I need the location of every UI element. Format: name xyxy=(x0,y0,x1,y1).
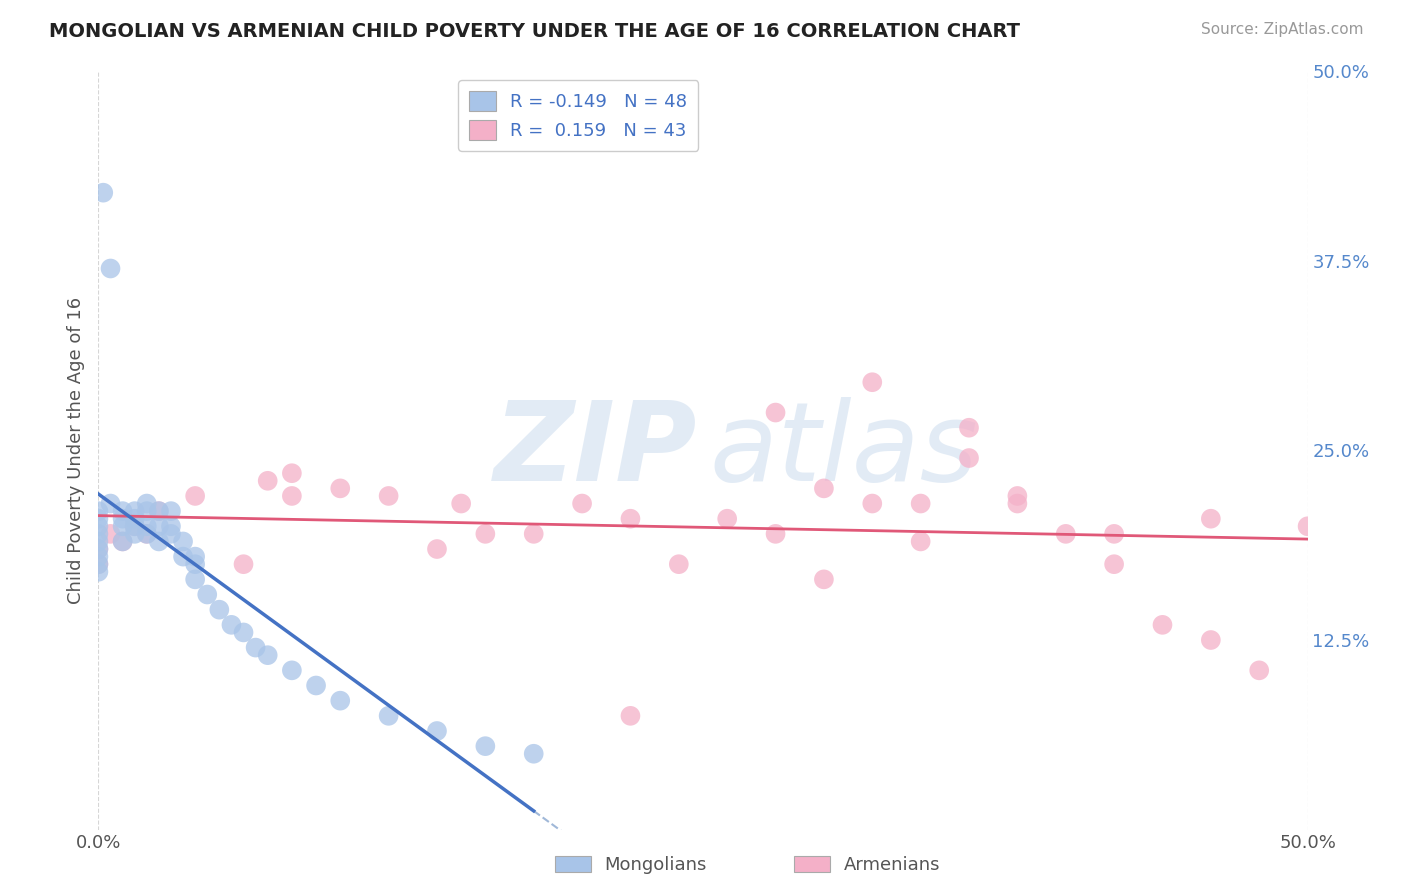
Point xyxy=(87,542,110,557)
Point xyxy=(619,512,641,526)
Point xyxy=(305,678,328,692)
Legend: R = -0.149   N = 48, R =  0.159   N = 43: R = -0.149 N = 48, R = 0.159 N = 43 xyxy=(458,80,699,151)
Point xyxy=(87,542,110,557)
Point xyxy=(148,534,170,549)
Point xyxy=(184,573,207,587)
Point xyxy=(111,519,134,533)
Point xyxy=(281,664,304,678)
Point xyxy=(860,496,883,510)
Point xyxy=(910,534,932,549)
Point xyxy=(377,708,399,723)
Point xyxy=(91,186,114,200)
Point xyxy=(208,603,231,617)
Point xyxy=(124,519,146,533)
Point xyxy=(1054,526,1077,541)
Point xyxy=(245,640,267,655)
Point xyxy=(1102,526,1125,541)
Point xyxy=(426,542,449,557)
Point xyxy=(281,467,304,481)
Point xyxy=(184,549,207,564)
Point xyxy=(256,474,278,488)
Point xyxy=(910,496,932,510)
Point xyxy=(765,526,787,541)
Point xyxy=(100,496,122,510)
Point xyxy=(256,648,278,662)
Point xyxy=(172,534,194,549)
Y-axis label: Child Poverty Under the Age of 16: Child Poverty Under the Age of 16 xyxy=(66,297,84,604)
Point xyxy=(124,504,146,518)
Point xyxy=(195,588,218,602)
Point xyxy=(860,376,883,390)
Point xyxy=(148,519,170,533)
Point xyxy=(1152,617,1174,632)
Point xyxy=(135,526,157,541)
Point xyxy=(1102,557,1125,572)
Point xyxy=(160,504,183,518)
Point xyxy=(716,512,738,526)
Point xyxy=(571,496,593,510)
Point xyxy=(1199,512,1222,526)
Point xyxy=(87,526,110,541)
Point xyxy=(765,405,787,420)
Point xyxy=(474,739,496,753)
Point xyxy=(1007,489,1029,503)
Point xyxy=(87,549,110,564)
Point xyxy=(221,617,243,632)
Point xyxy=(523,747,546,761)
Point xyxy=(1296,519,1319,533)
Point xyxy=(184,489,207,503)
Point xyxy=(135,504,157,518)
Point xyxy=(329,482,352,496)
Point xyxy=(111,512,134,526)
Point xyxy=(111,534,134,549)
Point xyxy=(124,519,146,533)
Point xyxy=(619,708,641,723)
Point xyxy=(100,526,122,541)
Point xyxy=(172,549,194,564)
Point xyxy=(87,504,110,518)
Point xyxy=(124,526,146,541)
Point xyxy=(148,504,170,518)
Point xyxy=(232,557,254,572)
Text: MONGOLIAN VS ARMENIAN CHILD POVERTY UNDER THE AGE OF 16 CORRELATION CHART: MONGOLIAN VS ARMENIAN CHILD POVERTY UNDE… xyxy=(49,22,1021,41)
Point xyxy=(232,625,254,640)
Point xyxy=(281,489,304,503)
Point xyxy=(87,565,110,579)
Point xyxy=(111,504,134,518)
Point xyxy=(135,519,157,533)
Point xyxy=(426,724,449,739)
Point xyxy=(160,526,183,541)
Point xyxy=(813,573,835,587)
Text: Source: ZipAtlas.com: Source: ZipAtlas.com xyxy=(1201,22,1364,37)
Text: Armenians: Armenians xyxy=(844,856,941,874)
Point xyxy=(450,496,472,510)
Point xyxy=(111,534,134,549)
Point xyxy=(87,512,110,526)
Point xyxy=(87,557,110,572)
Point xyxy=(135,526,157,541)
Point xyxy=(1249,664,1271,678)
Point xyxy=(1199,633,1222,648)
Point xyxy=(957,421,980,435)
Point xyxy=(160,519,183,533)
Point xyxy=(87,557,110,572)
Point xyxy=(1007,496,1029,510)
Text: ZIP: ZIP xyxy=(494,397,697,504)
Point xyxy=(377,489,399,503)
Point xyxy=(523,526,546,541)
Point xyxy=(957,451,980,466)
Point xyxy=(87,519,110,533)
Point xyxy=(813,482,835,496)
Point xyxy=(135,496,157,510)
Point xyxy=(100,261,122,276)
Text: atlas: atlas xyxy=(709,397,977,504)
Text: Mongolians: Mongolians xyxy=(605,856,707,874)
Point xyxy=(474,526,496,541)
Point xyxy=(329,694,352,708)
Point xyxy=(87,534,110,549)
Point xyxy=(124,512,146,526)
Point xyxy=(668,557,690,572)
Point xyxy=(148,504,170,518)
Point xyxy=(184,557,207,572)
